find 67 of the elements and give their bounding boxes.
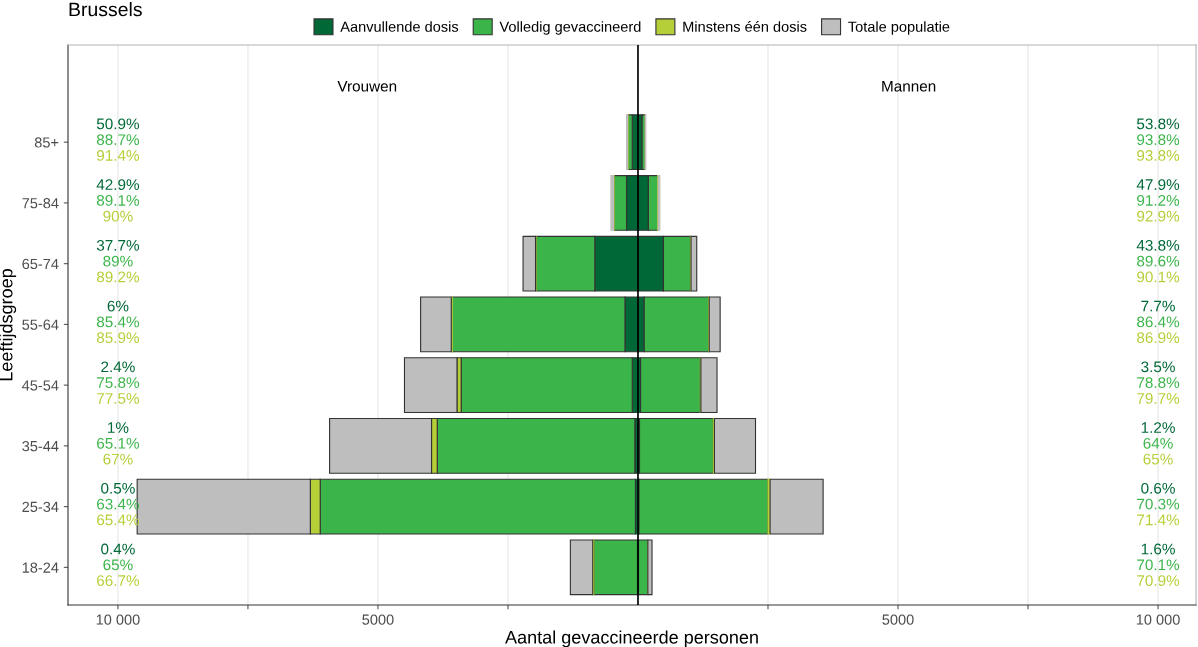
x-axis-title: Aantal gevaccineerde personen (505, 630, 758, 647)
annotation: 77.5% (97, 393, 140, 404)
text: Mannen (882, 80, 936, 92)
x-tick-label: 10 000 (96, 614, 140, 625)
annotation: 92.9% (1137, 210, 1180, 222)
y-tick-label: 55-64 (22, 319, 59, 330)
annotation: 65% (1143, 453, 1173, 465)
annotation: 70.1% (1137, 559, 1180, 571)
y-tick-label: 65-74 (22, 258, 59, 270)
annotation: 0.4% (101, 543, 135, 555)
annotation: 70.3% (1137, 498, 1180, 510)
chart-title: Brussels (69, 2, 142, 17)
annotation: 1.2% (1141, 422, 1175, 433)
annotation: 90% (103, 210, 133, 222)
legend-label: Volledig gevaccineerd (499, 21, 641, 35)
annotation: 93.8% (1137, 134, 1180, 146)
y-tick-label: 85+ (34, 137, 59, 148)
x-tick-label: 5000 (362, 614, 394, 625)
annotation: 67% (103, 453, 133, 465)
annotation: 2.4% (101, 361, 135, 373)
annotation: 53.8% (1136, 118, 1180, 130)
annotation: 79.7% (1137, 392, 1180, 404)
annotation: 7.7% (1141, 300, 1175, 312)
annotation: 86.4% (1137, 316, 1180, 328)
y-tick-label: 18-24 (22, 562, 59, 573)
annotation: 47.9% (1136, 179, 1180, 191)
annotation: 91.4% (96, 150, 140, 161)
annotation: 65.1% (97, 437, 140, 449)
x-tick-label: 10 000 (1136, 614, 1180, 625)
annotation: 65% (103, 559, 133, 571)
annotation: 43.8% (1136, 239, 1180, 251)
y-tick-label: 75-84 (22, 198, 59, 209)
annotation: 85.9% (96, 332, 140, 344)
annotation: 37.7% (96, 239, 140, 251)
annotation: 90.1% (1137, 271, 1180, 283)
annotation: 6% (107, 300, 129, 312)
annotation: 66.7% (97, 575, 140, 587)
annotation: 1.6% (1141, 543, 1175, 555)
annotation: 85.4% (96, 316, 140, 328)
y-tick-label: 45-54 (22, 380, 59, 391)
annotation: 89.2% (96, 271, 140, 283)
annotation: 88.7% (96, 134, 140, 146)
legend-label: Totale populatie (848, 21, 950, 35)
annotation: 89.6% (1137, 255, 1180, 267)
x-tick-label: 5000 (882, 614, 914, 625)
text: Vrouwen (337, 80, 397, 92)
annotation: 70.9% (1137, 575, 1180, 587)
annotation: 0.5% (101, 482, 135, 494)
annotation: 64% (1143, 437, 1173, 449)
annotation: 78.8% (1137, 377, 1180, 389)
annotation: 1% (108, 422, 129, 433)
y-axis-title: Leeftijdsgroep (0, 269, 17, 381)
y-tick-label: 25-34 (22, 501, 59, 513)
legend-label: Aanvullende dosis (340, 21, 459, 32)
annotation: 75.8% (97, 377, 140, 389)
y-tick-label: 35-44 (22, 440, 59, 452)
annotation: 86.9% (1137, 332, 1180, 344)
annotation: 89% (103, 255, 133, 267)
annotation: 71.4% (1137, 514, 1180, 526)
legend-label: Minstens één dosis (683, 20, 807, 32)
annotation: 93.8% (1137, 150, 1180, 161)
annotation: 89.1% (96, 194, 140, 206)
annotation: 50.9% (96, 118, 140, 130)
annotation: 91.2% (1137, 194, 1180, 206)
annotation: 3.5% (1141, 361, 1175, 373)
annotation: 42.9% (96, 179, 140, 191)
annotation: 0.6% (1141, 482, 1175, 494)
